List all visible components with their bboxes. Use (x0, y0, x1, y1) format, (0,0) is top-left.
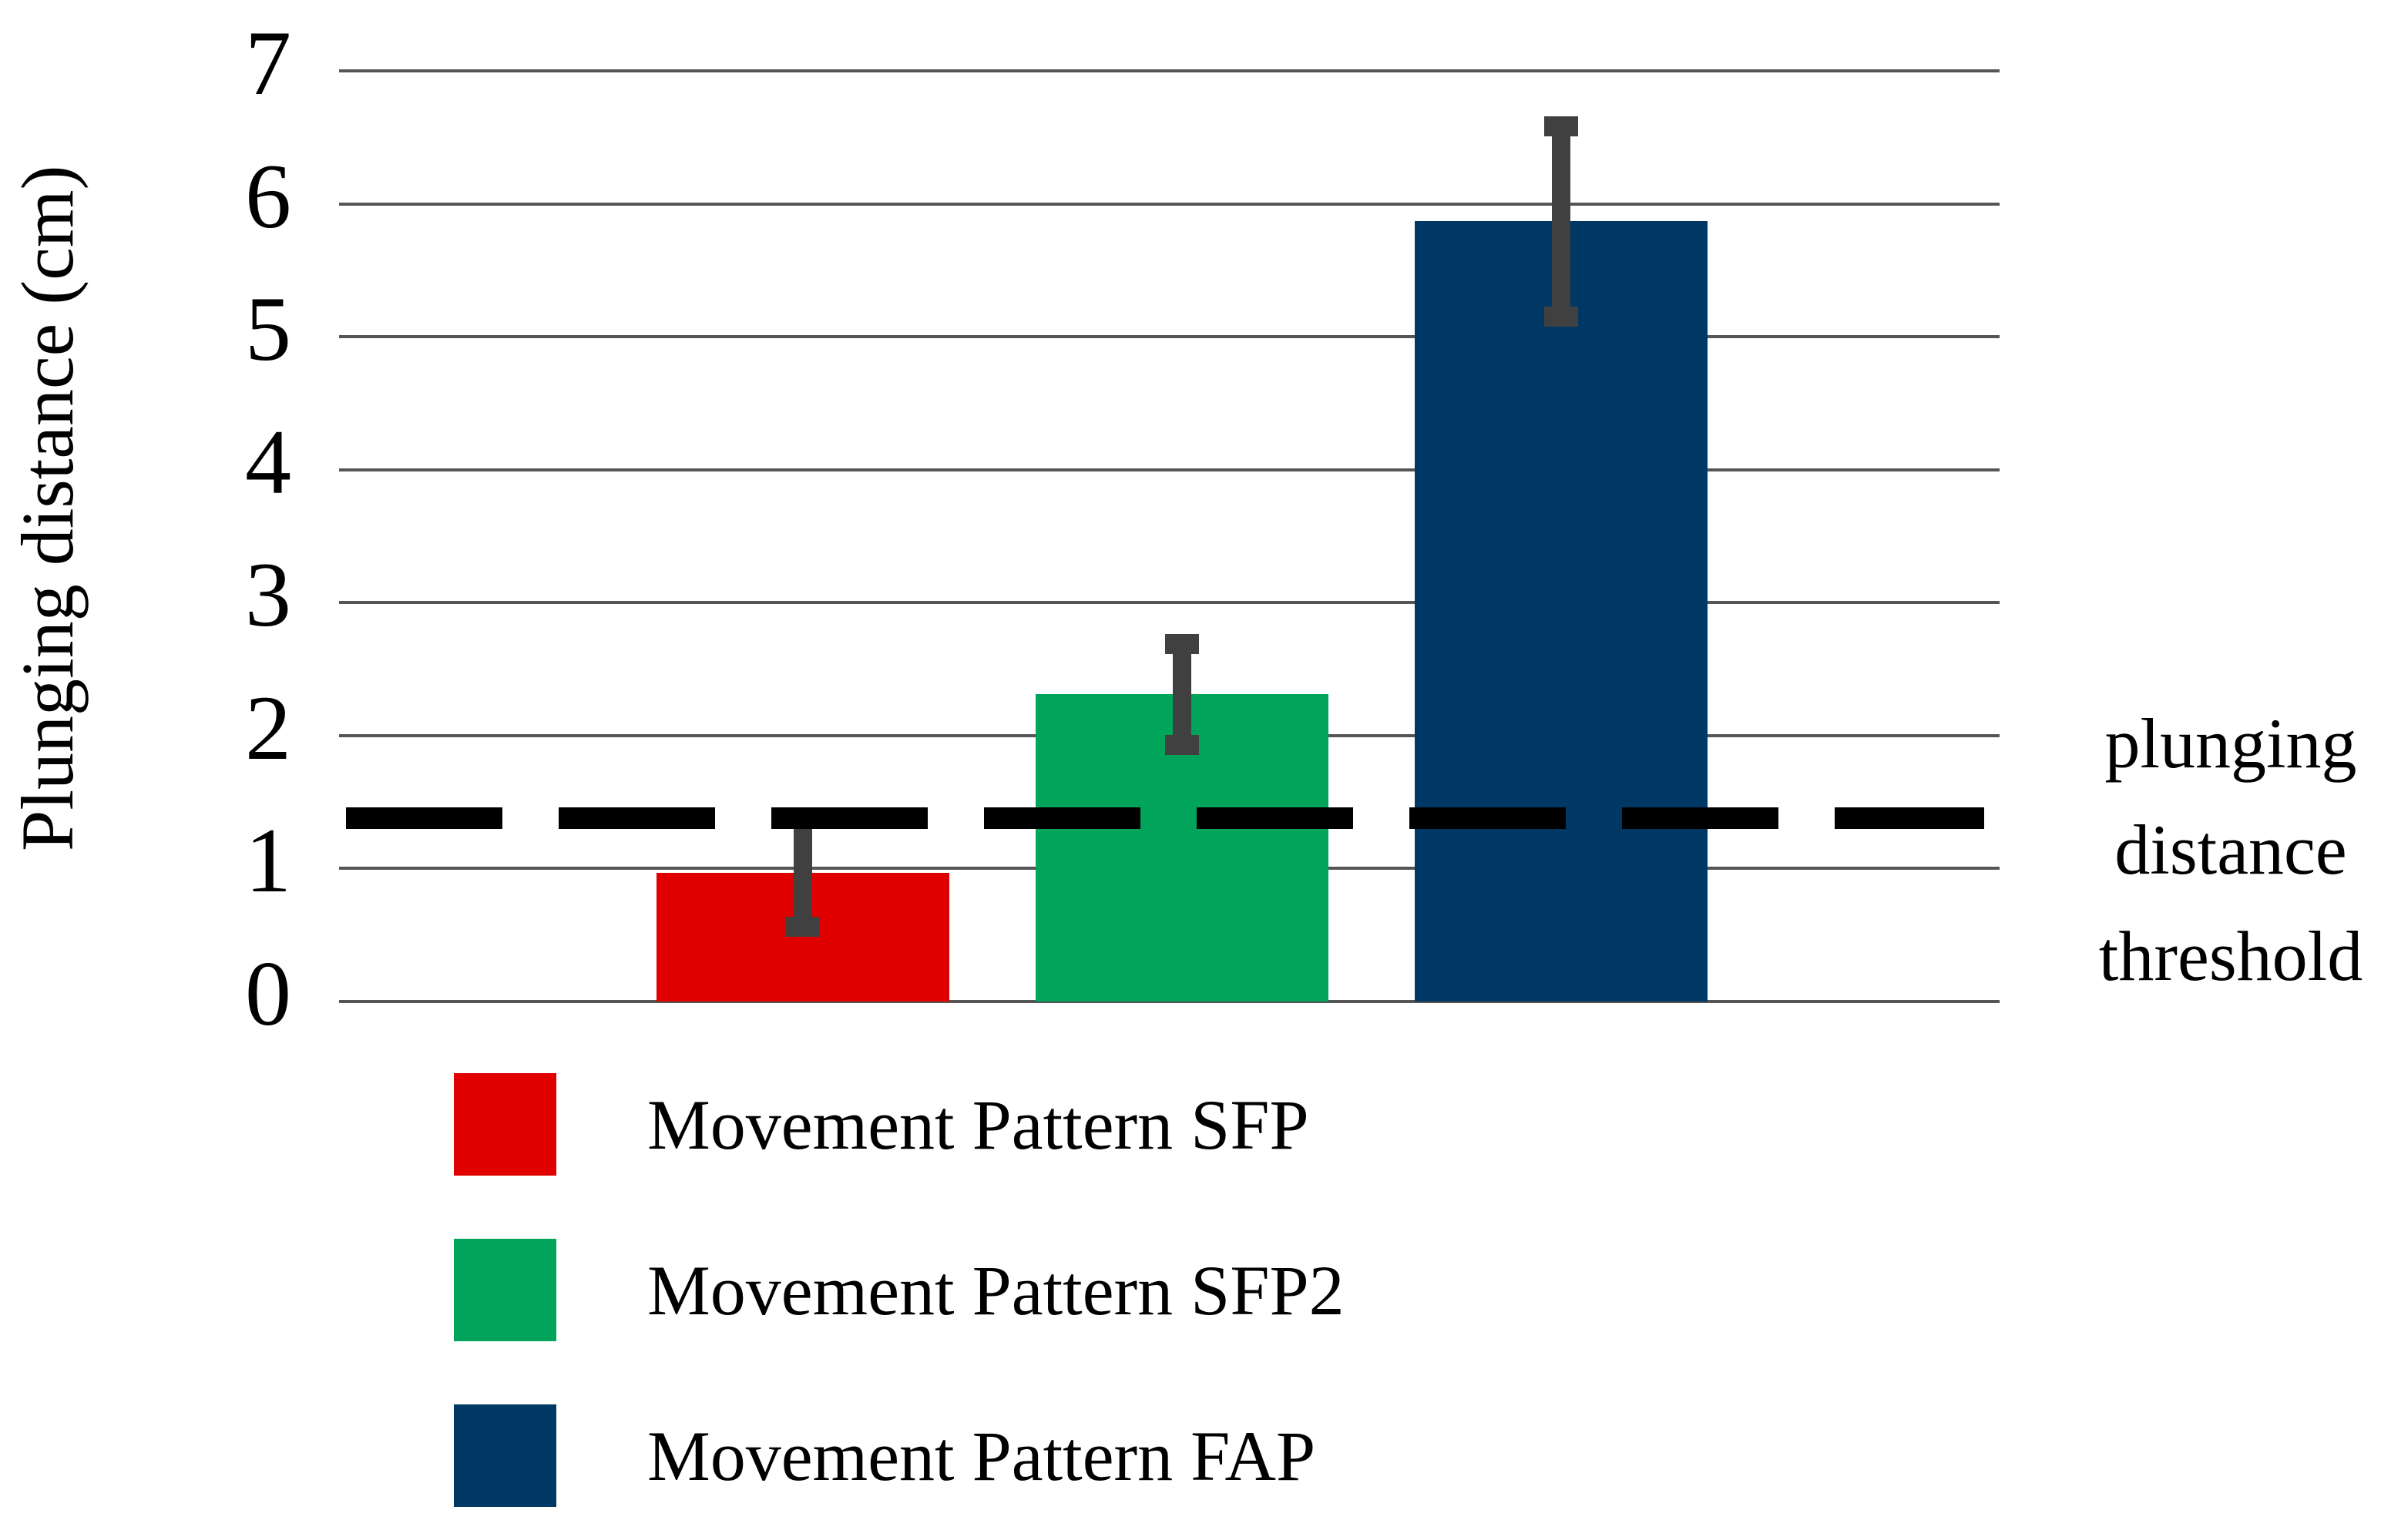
errorbar-line-movement-pattern-fap (1552, 126, 1570, 317)
threshold-annotation-line-2: distance (2114, 810, 2347, 889)
legend-label-fap: Movement Pattern FAP (647, 1416, 1316, 1495)
legend-item-fap: Movement Pattern FAP (454, 1404, 1315, 1507)
errorbar-line-movement-pattern-sfp (794, 817, 812, 928)
y-tick-label-3: 3 (245, 543, 291, 646)
y-tick-label-1: 1 (245, 809, 291, 912)
y-tick-label-2: 2 (245, 676, 291, 779)
errorbar-cap-low-movement-pattern-sfp2 (1165, 734, 1199, 755)
gridline-6 (339, 202, 2000, 206)
gridline-7 (339, 69, 2000, 72)
legend-label-sfp: Movement Pattern SFP (647, 1085, 1309, 1164)
errorbar-cap-high-movement-pattern-fap (1544, 116, 1578, 137)
gridline-0 (339, 1000, 2000, 1003)
y-tick-label-0: 0 (245, 942, 291, 1045)
threshold-annotation: plunging distance threshold (2079, 690, 2381, 1009)
errorbar-cap-high-movement-pattern-sfp2 (1165, 633, 1199, 654)
errorbar-cap-low-movement-pattern-sfp (786, 917, 820, 938)
gridline-4 (339, 468, 2000, 471)
legend-label-sfp2: Movement Pattern SFP2 (647, 1250, 1345, 1330)
legend-item-sfp2: Movement Pattern SFP2 (454, 1239, 1345, 1341)
gridline-5 (339, 335, 2000, 339)
legend-item-sfp: Movement Pattern SFP (454, 1073, 1309, 1176)
threshold-annotation-line-1: plunging (2104, 704, 2357, 783)
bar-movement-pattern-fap (1415, 221, 1708, 1002)
y-tick-label-4: 4 (245, 410, 291, 513)
y-axis-title: Plunging distance (cm) (6, 165, 89, 852)
gridline-3 (339, 601, 2000, 605)
errorbar-line-movement-pattern-sfp2 (1173, 643, 1191, 745)
y-tick-label-6: 6 (245, 144, 291, 247)
y-tick-label-7: 7 (245, 12, 291, 114)
threshold-dashed-line (346, 807, 1984, 829)
y-tick-label-5: 5 (245, 277, 291, 381)
plot-area (339, 69, 2000, 1003)
threshold-annotation-line-3: threshold (2098, 917, 2363, 995)
legend-swatch-fap (454, 1404, 556, 1507)
legend-swatch-sfp (454, 1073, 556, 1176)
errorbar-cap-low-movement-pattern-fap (1544, 307, 1578, 327)
legend-swatch-sfp2 (454, 1239, 556, 1341)
